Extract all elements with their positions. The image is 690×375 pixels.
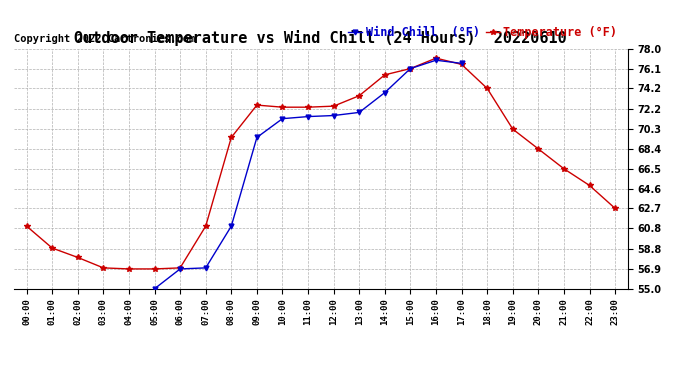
Legend: Wind Chill  (°F), Temperature (°F): Wind Chill (°F), Temperature (°F): [343, 21, 622, 44]
Title: Outdoor Temperature vs Wind Chill (24 Hours)  20220610: Outdoor Temperature vs Wind Chill (24 Ho…: [75, 30, 567, 46]
Text: Copyright 2022 Cartronics.com: Copyright 2022 Cartronics.com: [14, 34, 195, 44]
